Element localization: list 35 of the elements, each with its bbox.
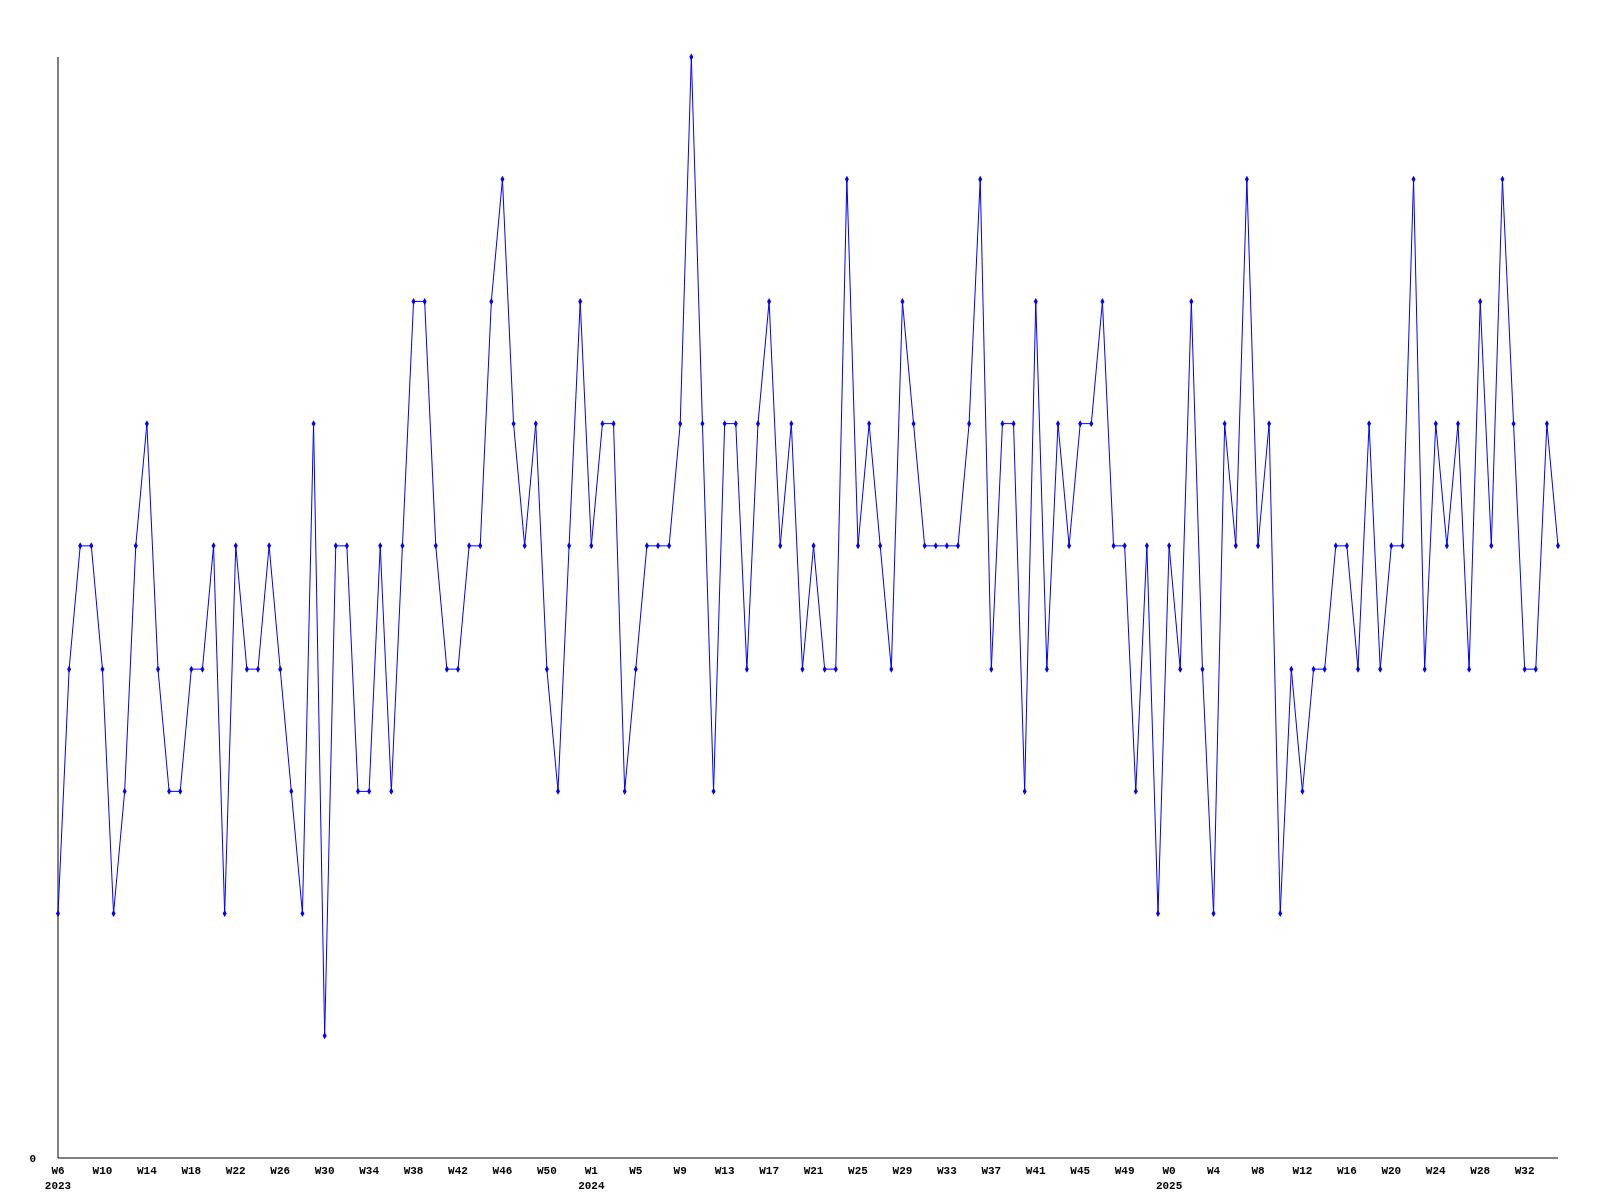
x-tick-label: W50 (536, 1165, 557, 1177)
x-tick-label: W42 (448, 1165, 468, 1177)
x-tick-label: W46 (492, 1165, 513, 1177)
x-tick-label: W33 (936, 1165, 958, 1177)
x-tick-label: W10 (92, 1165, 113, 1177)
x-tick-label: W13 (714, 1165, 735, 1177)
x-tick-label: W38 (403, 1165, 424, 1177)
x-tick-label: W37 (981, 1165, 1002, 1177)
text: 0 (29, 1153, 36, 1165)
x-tick-label: W1 2024 (578, 1165, 605, 1192)
x-tick-label: W12 (1292, 1165, 1313, 1177)
x-tick-label: W28 (1470, 1165, 1491, 1177)
x-tick-label: W25 (848, 1165, 869, 1177)
x-tick-label: W41 (1025, 1165, 1047, 1177)
x-tick-label: W20 (1381, 1165, 1402, 1177)
x-tick-label: W29 (892, 1165, 913, 1177)
x-tick-label: W22 (225, 1165, 246, 1177)
x-tick-label: W26 (270, 1165, 291, 1177)
x-tick-label: W18 (181, 1165, 202, 1177)
x-tick-label: W21 (803, 1165, 824, 1177)
x-tick-label: W17 (759, 1165, 780, 1177)
x-tick-label: W49 (1114, 1165, 1135, 1177)
x-tick-label: W14 (136, 1165, 158, 1177)
x-tick-label: W16 (1336, 1165, 1357, 1177)
x-tick-label: W4 (1206, 1165, 1221, 1177)
x-tick-label: W8 (1251, 1165, 1265, 1177)
x-tick-label: W45 (1070, 1165, 1091, 1177)
x-tick-label: W32 (1514, 1165, 1535, 1177)
x-tick-label: W9 (673, 1165, 687, 1177)
x-tick-label: W30 (314, 1165, 335, 1177)
x-tick-label: W0 2025 (1155, 1165, 1183, 1192)
x-tick-label: W34 (359, 1165, 380, 1177)
x-tick-label: W5 (629, 1165, 643, 1177)
x-tick-label: W24 (1425, 1165, 1447, 1177)
x-tick-label: W6 2023 (44, 1165, 72, 1192)
